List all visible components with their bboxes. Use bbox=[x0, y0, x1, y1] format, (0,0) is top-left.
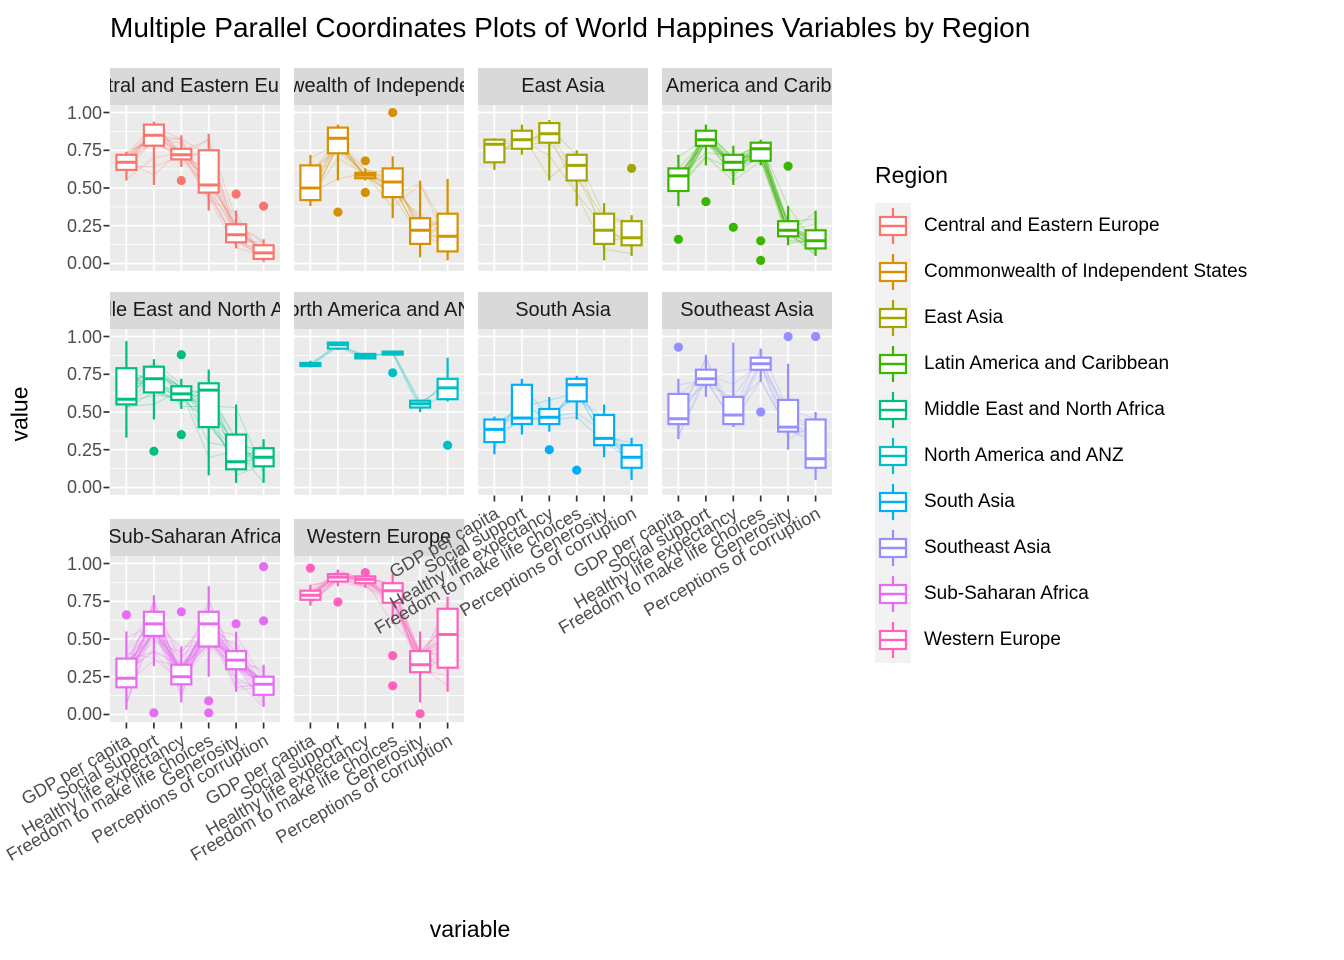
x-axis-title: variable bbox=[429, 916, 511, 942]
facet-panel bbox=[103, 329, 280, 495]
facet-panel bbox=[294, 329, 464, 495]
y-tick-label: 0.00 bbox=[66, 704, 102, 725]
facet-strip-label: Commonwealth of Independent States bbox=[294, 75, 464, 97]
legend-key-boxplot-icon bbox=[875, 617, 911, 663]
chart-title: Multiple Parallel Coordinates Plots of W… bbox=[110, 12, 1031, 43]
facet-strip: Central and Eastern Europe bbox=[110, 68, 280, 105]
y-tick-label: 0.50 bbox=[66, 629, 102, 649]
legend-item: South Asia bbox=[875, 479, 1247, 525]
facet-panel bbox=[294, 556, 464, 729]
y-tick-label: 1.00 bbox=[66, 326, 102, 347]
y-tick-label: 0.25 bbox=[66, 439, 102, 460]
facet-strip-label: South Asia bbox=[515, 299, 611, 321]
facet-strip: Western Europe bbox=[294, 519, 464, 556]
facet-strip: Middle East and North Africa bbox=[110, 292, 280, 329]
facet-strip-label: Western Europe bbox=[306, 526, 452, 548]
y-tick-label: 0.75 bbox=[66, 364, 102, 385]
legend-item-label: Middle East and North Africa bbox=[924, 399, 1165, 420]
legend-key-boxplot-icon bbox=[875, 387, 911, 433]
legend-item: Latin America and Caribbean bbox=[875, 341, 1247, 387]
facet-panel bbox=[294, 105, 464, 271]
legend-items: Central and Eastern Europe Commonwealth o… bbox=[875, 203, 1247, 663]
facet-strip-label: North America and ANZ bbox=[294, 299, 464, 321]
facet-strip-label: Sub-Saharan Africa bbox=[110, 526, 280, 548]
facet-strip-label: East Asia bbox=[521, 75, 605, 97]
y-tick-label: 0.75 bbox=[66, 591, 102, 612]
legend-key-boxplot-icon bbox=[875, 525, 911, 571]
legend-item-label: North America and ANZ bbox=[924, 445, 1124, 466]
facet-strip-label: Latin America and Caribbean bbox=[662, 75, 832, 97]
facet-panel bbox=[478, 329, 648, 502]
legend-item-label: South Asia bbox=[924, 491, 1015, 512]
legend-item-label: East Asia bbox=[924, 307, 1004, 328]
legend-key-boxplot-icon bbox=[875, 341, 911, 387]
facet-panel bbox=[478, 105, 648, 271]
facet-panel bbox=[662, 329, 832, 502]
facet-strip: Commonwealth of Independent States bbox=[294, 68, 464, 105]
legend-item-label: Commonwealth of Independent States bbox=[924, 261, 1248, 282]
facet-panel bbox=[662, 105, 832, 271]
legend-key-boxplot-icon bbox=[875, 203, 911, 249]
legend-item: Western Europe bbox=[875, 617, 1247, 663]
legend-key-boxplot-icon bbox=[875, 295, 911, 341]
legend-item: Central and Eastern Europe bbox=[875, 203, 1247, 249]
legend-item: Middle East and North Africa bbox=[875, 387, 1247, 433]
legend-item-label: Sub-Saharan Africa bbox=[924, 583, 1089, 604]
facet-strip-label: Middle East and North Africa bbox=[110, 299, 280, 321]
facet-strip: East Asia bbox=[478, 68, 648, 105]
y-tick-label: 1.00 bbox=[66, 102, 102, 123]
y-tick-label: 0.50 bbox=[66, 402, 102, 422]
y-tick-label: 0.75 bbox=[66, 140, 102, 161]
legend: Region Central and Eastern Europe Commonw… bbox=[875, 162, 1247, 663]
facet-panel bbox=[103, 105, 280, 271]
legend-key-boxplot-icon bbox=[875, 571, 911, 617]
y-tick-label: 0.00 bbox=[66, 477, 102, 498]
legend-item-label: Southeast Asia bbox=[924, 537, 1051, 558]
y-tick-label: 0.00 bbox=[66, 253, 102, 274]
facet-strip: Latin America and Caribbean bbox=[662, 68, 832, 105]
y-tick-label: 0.25 bbox=[66, 666, 102, 687]
y-tick-label: 0.25 bbox=[66, 215, 102, 236]
y-tick-label: 0.50 bbox=[66, 178, 102, 198]
facet-strip: Sub-Saharan Africa bbox=[110, 519, 280, 556]
legend-key-boxplot-icon bbox=[875, 479, 911, 525]
legend-item: East Asia bbox=[875, 295, 1247, 341]
y-axis-title: value bbox=[6, 386, 33, 442]
legend-item-label: Latin America and Caribbean bbox=[924, 353, 1170, 374]
legend-item: Commonwealth of Independent States bbox=[875, 249, 1247, 295]
legend-title: Region bbox=[875, 162, 948, 188]
facet-strip: South Asia bbox=[478, 292, 648, 329]
legend-item-label: Central and Eastern Europe bbox=[924, 215, 1160, 236]
facet-strip-label: Central and Eastern Europe bbox=[110, 75, 280, 97]
y-tick-label: 1.00 bbox=[66, 553, 102, 574]
facet-strip: North America and ANZ bbox=[294, 292, 464, 329]
legend-item: Sub-Saharan Africa bbox=[875, 571, 1247, 617]
legend-item-label: Western Europe bbox=[924, 629, 1061, 650]
facet-panel bbox=[103, 556, 280, 729]
legend-key-boxplot-icon bbox=[875, 249, 911, 295]
facet-strip: Southeast Asia bbox=[662, 292, 832, 329]
legend-item: Southeast Asia bbox=[875, 525, 1247, 571]
legend-key-boxplot-icon bbox=[875, 433, 911, 479]
legend-item: North America and ANZ bbox=[875, 433, 1247, 479]
facet-strip-label: Southeast Asia bbox=[680, 299, 814, 321]
